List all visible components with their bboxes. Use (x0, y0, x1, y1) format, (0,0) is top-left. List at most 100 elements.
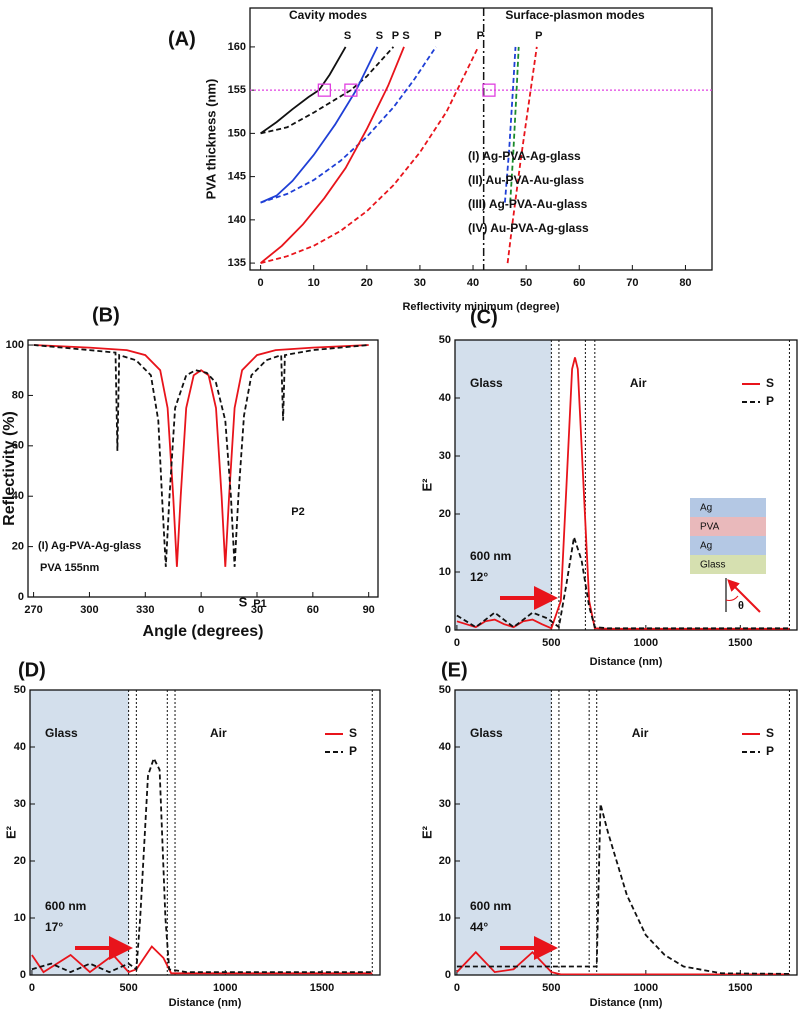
y-tick-label: 40 (14, 741, 26, 753)
y-tick-label: 20 (439, 508, 451, 520)
y-tick-label: 20 (439, 855, 451, 867)
marker (317, 83, 331, 97)
x-tick-label: 30 (251, 604, 263, 616)
x-tick-label: 1500 (728, 982, 752, 994)
series-line (31, 756, 373, 974)
y-axis-label: PVA thickness (nm) (203, 79, 218, 200)
panel-label: (C) (470, 306, 498, 328)
x-tick-label: 0 (198, 604, 204, 616)
y-tick-label: 20 (12, 541, 24, 553)
plot-frame (27, 339, 379, 598)
plot-area (456, 803, 790, 975)
x-axis-label: Distance (nm) (169, 997, 242, 1009)
y-axis-label: E² (419, 825, 434, 839)
header: Cavity modes (289, 8, 367, 22)
x-tick-label: 60 (307, 604, 319, 616)
panel-label: (B) (92, 304, 120, 326)
x-axis-label: Reflectivity minimum (degree) (402, 301, 559, 313)
x-tick-label: 500 (542, 982, 560, 994)
curve-label: S (402, 30, 409, 42)
x-tick-label: 50 (520, 277, 532, 289)
x-tick-label: 0 (258, 277, 264, 289)
wavelength-label: 600 nm (45, 899, 86, 913)
header: Surface-plasmon modes (505, 8, 645, 22)
layer-label: PVA (700, 522, 720, 533)
y-tick-label: 0 (18, 591, 24, 603)
annotation: S (239, 594, 248, 609)
glass-region (455, 690, 552, 975)
y-axis-label: E² (419, 478, 434, 492)
series-line (260, 46, 379, 204)
region-label: Air (630, 376, 647, 390)
legend-entry: (III) Ag-PVA-Au-glass (468, 197, 588, 211)
panel-label: (E) (441, 659, 468, 681)
y-tick-label: 40 (12, 490, 24, 502)
series-line (509, 46, 520, 203)
y-tick-label: 60 (12, 440, 24, 452)
region-label: Glass (45, 726, 78, 740)
plot-frame (29, 689, 381, 976)
x-tick-label: 1500 (728, 637, 752, 649)
series-line (456, 803, 790, 975)
layer-label: Glass (700, 560, 726, 571)
panel-label: (D) (18, 659, 46, 681)
y-tick-label: 0 (445, 624, 451, 636)
angle-label: 12° (470, 570, 488, 584)
x-tick-label: 300 (80, 604, 98, 616)
region-label: Air (210, 726, 227, 740)
panel-label: (A) (168, 28, 196, 50)
plot-area (250, 8, 712, 270)
marker (344, 83, 358, 97)
y-tick-label: 160 (228, 41, 246, 53)
x-tick-label: 1000 (634, 982, 658, 994)
series-line (33, 344, 369, 567)
x-tick-label: 20 (361, 277, 373, 289)
x-tick-label: 500 (542, 637, 560, 649)
series-line (260, 46, 405, 264)
y-tick-label: 145 (228, 171, 246, 183)
series-line (260, 46, 437, 204)
legend-entry: (I) Ag-PVA-Ag-glass (468, 149, 581, 163)
y-tick-label: 0 (20, 969, 26, 981)
y-tick-label: 50 (14, 684, 26, 696)
curve-label: S (344, 30, 351, 42)
curve-label: P (434, 30, 441, 42)
series-line (504, 46, 517, 203)
legend-entry: (IV) Au-PVA-Ag-glass (468, 221, 589, 235)
legend-entry: S (766, 376, 774, 390)
legend-entry: P (766, 394, 774, 408)
x-tick-label: 270 (24, 604, 42, 616)
series-line (31, 945, 373, 975)
x-tick-label: 10 (308, 277, 320, 289)
y-tick-label: 30 (439, 450, 451, 462)
x-tick-label: 70 (626, 277, 638, 289)
x-tick-label: 30 (414, 277, 426, 289)
x-tick-label: 0 (29, 982, 35, 994)
plot-area (456, 357, 790, 630)
curve-label: S (376, 30, 383, 42)
y-tick-label: 20 (14, 855, 26, 867)
region-label: Glass (470, 376, 503, 390)
x-tick-label: 40 (467, 277, 479, 289)
glass-region (455, 340, 552, 630)
y-tick-label: 30 (14, 798, 26, 810)
x-tick-label: 330 (136, 604, 154, 616)
x-tick-label: 0 (454, 982, 460, 994)
curve-label: P (535, 30, 542, 42)
angle-label: 17° (45, 920, 63, 934)
annotation: P1 (253, 598, 266, 610)
series-line (260, 46, 480, 264)
plot-area (31, 756, 373, 975)
series-line (260, 46, 347, 135)
legend-entry: P (349, 744, 357, 758)
x-tick-label: 1500 (310, 982, 334, 994)
theta-label: θ (738, 600, 744, 612)
layer-block (690, 498, 766, 517)
y-tick-label: 40 (439, 392, 451, 404)
x-tick-label: 60 (573, 277, 585, 289)
y-tick-label: 135 (228, 257, 246, 269)
y-tick-label: 50 (439, 334, 451, 346)
series-line (33, 344, 369, 567)
